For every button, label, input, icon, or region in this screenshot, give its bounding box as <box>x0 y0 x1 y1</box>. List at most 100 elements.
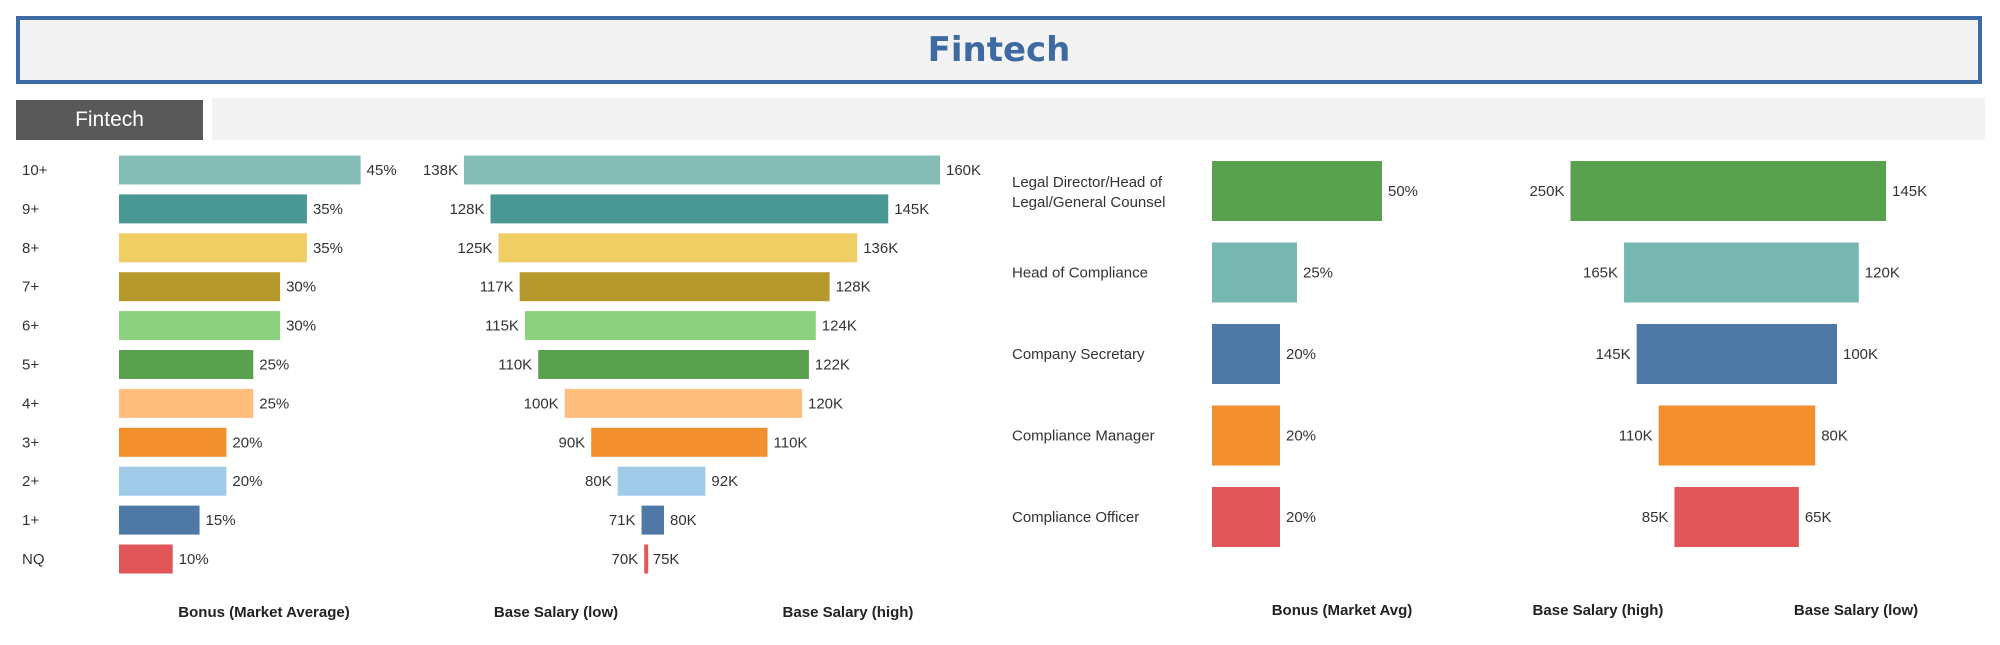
bonus-value-label: 20% <box>232 434 262 451</box>
salary-high-label: 128K <box>836 279 871 296</box>
salary-low-label: 110K <box>498 357 532 374</box>
role-label: Legal Director/Head of <box>1012 174 1163 191</box>
experience-label: 4+ <box>22 395 39 412</box>
bonus-bar <box>119 388 254 418</box>
role-label: Head of Compliance <box>1012 265 1148 282</box>
salary-high-label: 110K <box>774 434 808 451</box>
bonus-value-label: 45% <box>367 162 397 179</box>
salary-high-label: 92K <box>711 473 738 490</box>
role-label: Legal/General Counsel <box>1012 194 1165 211</box>
bonus-bar <box>119 233 307 263</box>
x-axis-label-salary-high: Base Salary (high) <box>783 604 914 621</box>
experience-label: 2+ <box>22 473 39 490</box>
salary-low-label: 117K <box>480 279 514 296</box>
experience-label: 3+ <box>22 434 39 451</box>
dashboard-title: Fintech <box>927 30 1071 70</box>
salary-range-bar <box>498 233 858 263</box>
bonus-value-label: 15% <box>206 512 236 529</box>
experience-label: NQ <box>22 551 45 568</box>
experience-label: 6+ <box>22 318 39 335</box>
salary-low-label: 80K <box>585 473 612 490</box>
salary-low-label: 70K <box>611 551 638 568</box>
role-label: Company Secretary <box>1012 346 1145 363</box>
salary-range-bar <box>617 466 706 496</box>
role-salary-high-label: 110K <box>1619 428 1653 445</box>
role-salary-high-label: 250K <box>1529 183 1564 200</box>
role-salary-low-bar <box>1728 161 1887 221</box>
bonus-value-label: 10% <box>179 551 209 568</box>
salary-high-label: 145K <box>894 201 929 218</box>
salary-low-label: 90K <box>558 434 585 451</box>
role-salary-high-label: 165K <box>1583 265 1618 282</box>
role-salary-high-bar <box>1624 242 1728 303</box>
bonus-bar <box>119 155 361 185</box>
salary-low-label: 100K <box>524 395 559 412</box>
tab-fintech[interactable]: Fintech <box>16 100 203 140</box>
salary-high-label: 122K <box>815 357 850 374</box>
salary-range-bar <box>641 505 664 535</box>
salary-range-bar <box>490 194 889 224</box>
bonus-bar <box>119 350 254 379</box>
bonus-bar <box>119 466 227 496</box>
experience-label: 9+ <box>22 201 39 218</box>
role-salary-high-label: 85K <box>1642 509 1669 526</box>
role-salary-low-label: 80K <box>1821 428 1848 445</box>
role-salary-low-label: 65K <box>1805 509 1832 526</box>
x-axis-label-role-bonus: Bonus (Market Avg) <box>1272 602 1413 619</box>
salary-high-label: 124K <box>822 318 857 335</box>
role-bonus-bar <box>1212 405 1280 466</box>
experience-label: 8+ <box>22 240 39 257</box>
role-salary-low-bar <box>1728 487 1799 547</box>
experience-label: 5+ <box>22 357 39 374</box>
role-bonus-bar <box>1212 242 1297 303</box>
salary-range-bar <box>519 272 830 302</box>
role-salary-high-label: 145K <box>1596 346 1631 363</box>
salary-high-label: 120K <box>808 395 843 412</box>
salary-range-bar <box>591 427 768 457</box>
role-bonus-bar <box>1212 161 1382 221</box>
role-label: Compliance Manager <box>1012 428 1155 445</box>
role-salary-low-bar <box>1728 405 1816 466</box>
experience-label: 10+ <box>22 162 48 179</box>
salary-low-label: 115K <box>485 318 519 335</box>
x-axis-label-bonus: Bonus (Market Average) <box>178 604 349 621</box>
bonus-bar <box>119 311 281 341</box>
role-salary-low-label: 145K <box>1892 183 1927 200</box>
role-bonus-value-label: 25% <box>1303 265 1333 282</box>
bonus-bar <box>119 544 173 574</box>
salary-high-label: 75K <box>653 551 680 568</box>
salary-low-label: 138K <box>423 162 458 179</box>
role-bonus-value-label: 20% <box>1286 509 1316 526</box>
bonus-value-label: 35% <box>313 240 343 257</box>
experience-label: 7+ <box>22 279 39 296</box>
role-bonus-bar <box>1212 487 1280 547</box>
bonus-bar <box>119 427 227 457</box>
role-salary-high-bar <box>1658 405 1728 466</box>
salary-range-bar <box>524 311 816 341</box>
role-salary-low-label: 100K <box>1843 346 1878 363</box>
salary-range-bar <box>644 544 649 574</box>
bonus-value-label: 25% <box>259 395 289 412</box>
salary-low-label: 125K <box>457 240 492 257</box>
bonus-bar <box>119 194 307 224</box>
dashboard-title-box: Fintech <box>16 16 1982 84</box>
bonus-value-label: 30% <box>286 318 316 335</box>
salary-high-label: 160K <box>946 162 981 179</box>
salary-range-bar <box>464 155 940 185</box>
salary-high-label: 136K <box>863 240 898 257</box>
salary-range-bar <box>564 388 802 418</box>
role-label: Compliance Officer <box>1012 509 1139 526</box>
role-salary-high-bar <box>1636 324 1728 384</box>
role-salary-high-bar <box>1674 487 1728 547</box>
bonus-value-label: 35% <box>313 201 343 218</box>
x-axis-label-salary-low: Base Salary (low) <box>494 604 618 621</box>
x-axis-label-role-salary-low: Base Salary (low) <box>1794 602 1918 619</box>
role-salary-low-bar <box>1728 324 1837 384</box>
salary-low-label: 71K <box>609 512 636 529</box>
tab-bar-background <box>212 98 1985 140</box>
role-salary-low-bar <box>1728 242 1859 303</box>
bonus-value-label: 25% <box>259 357 289 374</box>
role-bonus-value-label: 20% <box>1286 346 1316 363</box>
role-bonus-value-label: 20% <box>1286 428 1316 445</box>
